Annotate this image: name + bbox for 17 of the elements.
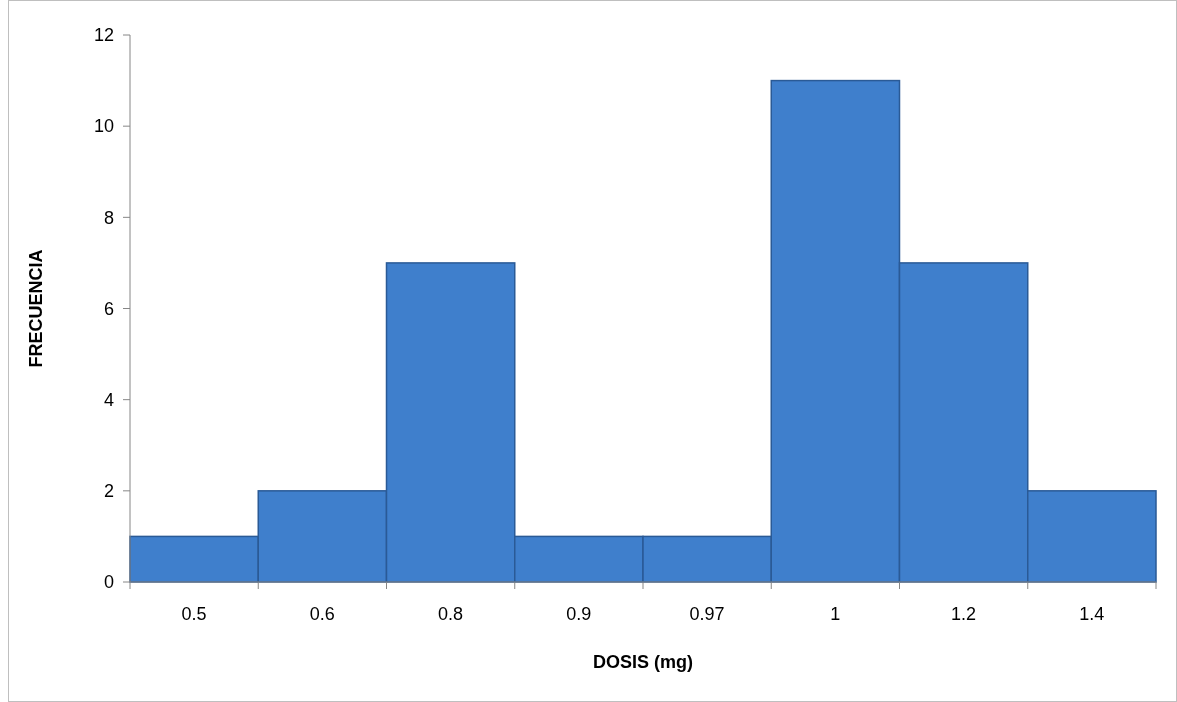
- x-tick-label: 1.4: [1079, 604, 1105, 624]
- x-tick-label: 1: [830, 604, 841, 624]
- y-tick-label: 6: [103, 298, 114, 319]
- y-tick-label: 12: [93, 25, 114, 46]
- y-tick-label: 0: [103, 572, 114, 593]
- x-tick-label: 0.5: [181, 604, 207, 624]
- y-tick-label: 10: [93, 116, 114, 137]
- x-tick-label: 1.2: [951, 604, 977, 624]
- y-tick-label: 8: [103, 207, 114, 228]
- x-tick-label: 0.97: [689, 604, 725, 624]
- x-tick-label: 0.8: [438, 604, 464, 624]
- y-axis-title: FRECUENCIA: [26, 249, 46, 368]
- x-tick-label: 0.9: [566, 604, 592, 624]
- x-axis-title: DOSIS (mg): [592, 652, 694, 672]
- y-tick-label: 2: [103, 481, 114, 502]
- y-tick-label: 4: [103, 389, 114, 410]
- x-tick-label: 0.6: [309, 604, 335, 624]
